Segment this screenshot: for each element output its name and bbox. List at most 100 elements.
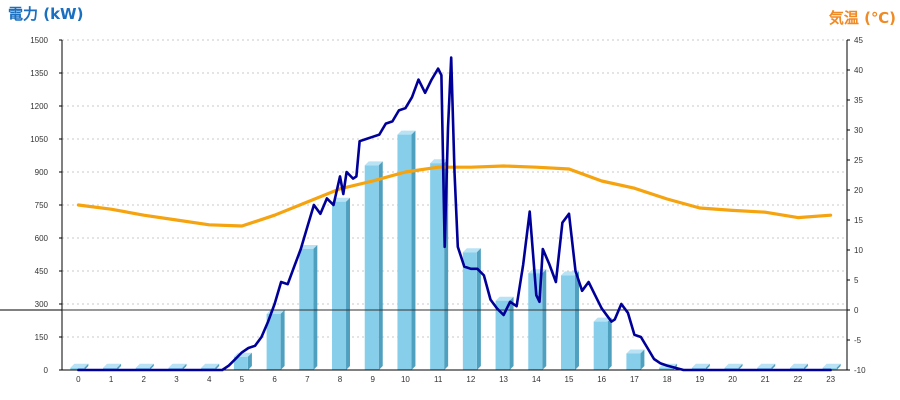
bar-top-face (332, 197, 351, 202)
bar-top-face (397, 130, 416, 135)
bar-side-face (378, 161, 383, 370)
bar-front-face (233, 356, 248, 370)
bar-front-face (462, 252, 477, 370)
bar-top-face (593, 317, 612, 322)
right-tick-label: 35 (854, 96, 863, 105)
left-tick-label: 0 (44, 366, 49, 375)
bar-front-face (70, 367, 85, 370)
bar-front-face (593, 321, 608, 370)
bar-top-face (691, 363, 710, 368)
x-tick-label: 17 (630, 375, 639, 384)
bar-top-face (364, 161, 383, 166)
x-tick-label: 23 (826, 375, 835, 384)
x-tick-label: 4 (207, 375, 212, 384)
bar-top-face (135, 363, 154, 368)
x-tick-label: 22 (793, 375, 802, 384)
x-tick-label: 0 (76, 375, 81, 384)
right-tick-label: -5 (854, 336, 862, 345)
bar-front-face (495, 300, 510, 370)
bar-9 (364, 161, 383, 370)
right-tick-label: 0 (854, 306, 859, 315)
bar-side-face (803, 363, 808, 370)
left-tick-label: 900 (35, 168, 49, 177)
bar-side-face (84, 363, 89, 370)
bar-5 (233, 352, 252, 370)
left-tick-labels: 0 150 300 450 600 750 900 1050 1200 1350 1500 (30, 36, 62, 375)
x-tick-label: 1 (109, 375, 114, 384)
left-tick-label: 150 (35, 333, 49, 342)
bar-side-face (117, 363, 122, 370)
x-tick-label: 9 (371, 375, 376, 384)
x-tick-label: 7 (305, 375, 310, 384)
x-tick-label: 16 (597, 375, 606, 384)
bar-front-face (364, 165, 379, 370)
left-tick-label: 450 (35, 267, 49, 276)
x-tick-label: 2 (142, 375, 147, 384)
x-tick-label: 10 (401, 375, 410, 384)
right-tick-label: 40 (854, 66, 863, 75)
bar-front-face (430, 163, 445, 370)
right-tick-label: -10 (854, 366, 866, 375)
left-tick-label: 600 (35, 234, 49, 243)
left-axis-title: 電力 (kW) (8, 5, 83, 23)
right-tick-label: 15 (854, 216, 863, 225)
bar-top-face (724, 363, 743, 368)
bar-top-face (299, 245, 318, 249)
right-tick-label: 30 (854, 126, 863, 135)
bar-top-face (789, 363, 808, 368)
right-tick-label: 20 (854, 186, 863, 195)
x-tick-label: 3 (174, 375, 179, 384)
bar-7 (299, 245, 318, 370)
bar-top-face (103, 363, 122, 368)
bar-top-face (70, 363, 89, 368)
x-tick-label: 14 (532, 375, 541, 384)
x-tick-label: 15 (565, 375, 574, 384)
bar-side-face (411, 130, 416, 370)
x-tick-label: 21 (761, 375, 770, 384)
data-lines (76, 56, 833, 372)
bar-side-face (313, 245, 318, 370)
bar-front-face (332, 201, 347, 370)
bar-front-face (626, 353, 641, 370)
left-tick-label: 750 (35, 201, 49, 210)
bar-10 (397, 130, 416, 370)
bar-14 (528, 269, 547, 370)
x-tick-label: 13 (499, 375, 508, 384)
x-tick-labels: 0 1 2 3 4 5 6 7 8 9 10 11 12 13 14 15 16 17 18 19 20 21 22 23 (76, 375, 836, 384)
right-axis-title: 気温 (℃) (829, 9, 896, 27)
bar-side-face (738, 363, 743, 370)
bar-top-face (201, 363, 220, 368)
bar-15 (560, 271, 579, 370)
left-tick-label: 1050 (30, 135, 48, 144)
bar-front-face (560, 275, 575, 370)
bar-side-face (607, 317, 612, 370)
bar-top-face (495, 296, 514, 301)
right-tick-label: 45 (854, 36, 863, 45)
bar-side-face (247, 352, 252, 370)
right-tick-label: 5 (854, 276, 859, 285)
left-tick-label: 300 (35, 300, 49, 309)
bar-side-face (280, 309, 285, 370)
bar-12 (462, 248, 481, 370)
bar-side-face (771, 363, 776, 370)
bar-side-face (542, 269, 547, 370)
bar-top-face (626, 349, 645, 354)
bar-17 (626, 349, 645, 370)
right-tick-label: 10 (854, 246, 863, 255)
bar-top-face (822, 363, 841, 368)
bar-side-face (574, 271, 579, 370)
bar-side-face (836, 363, 841, 370)
bar-side-face (476, 248, 481, 370)
grid-lines (62, 39, 847, 338)
bar-side-face (346, 197, 351, 370)
x-tick-label: 6 (272, 375, 277, 384)
bar-top-face (560, 271, 579, 276)
x-tick-label: 11 (434, 375, 443, 384)
bar-top-face (168, 363, 187, 368)
left-tick-label: 1200 (30, 102, 48, 111)
bar-8 (332, 197, 351, 370)
bar-16 (593, 317, 612, 370)
left-tick-label: 1500 (30, 36, 48, 45)
bar-side-face (182, 363, 187, 370)
bar-front-face (266, 313, 281, 370)
